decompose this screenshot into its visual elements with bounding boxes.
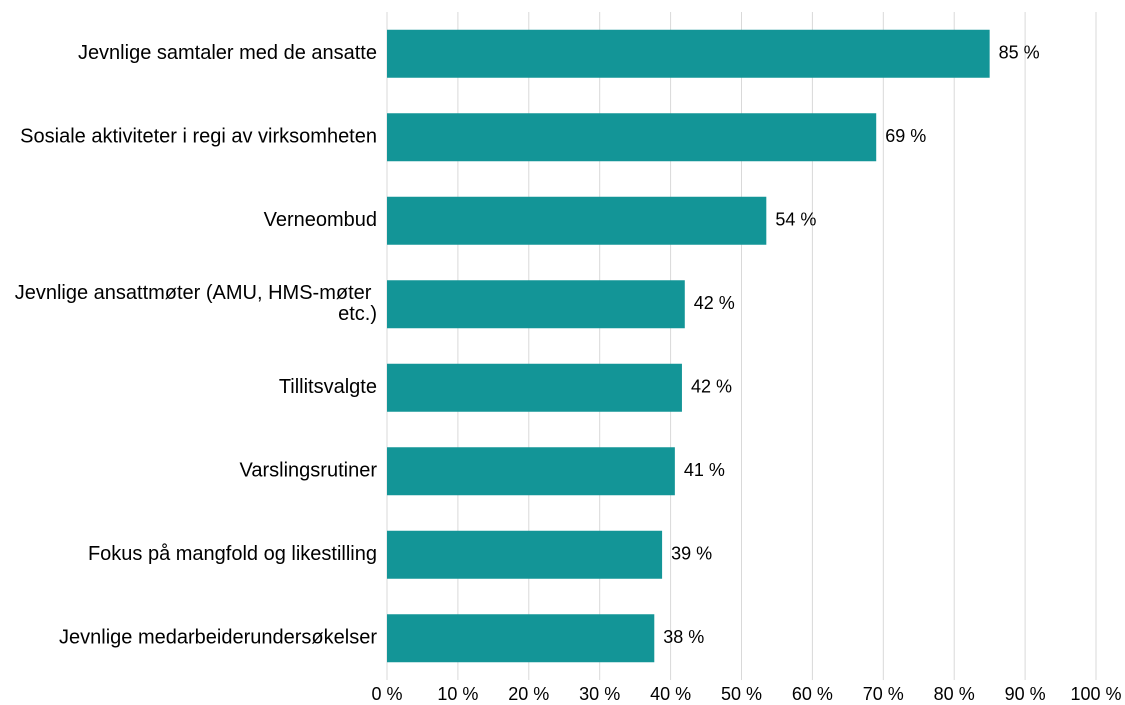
value-label: 85 % <box>999 43 1040 63</box>
bar <box>387 29 990 78</box>
value-label: 54 % <box>775 210 816 230</box>
category-label: Jevnlige samtaler med de ansatte <box>78 42 377 64</box>
x-tick-label: 100 % <box>1070 684 1121 704</box>
bar <box>387 113 877 162</box>
x-tick-label: 10 % <box>437 684 478 704</box>
x-tick-label: 0 % <box>371 684 402 704</box>
category-label: Jevnlige medarbeiderundersøkelser <box>59 627 377 649</box>
x-tick-label: 30 % <box>579 684 620 704</box>
bar <box>387 614 655 663</box>
category-label: Fokus på mangfold og likestilling <box>88 543 377 565</box>
x-tick-label: 70 % <box>863 684 904 704</box>
x-tick-label: 40 % <box>650 684 691 704</box>
bar <box>387 530 663 579</box>
x-tick-label: 20 % <box>508 684 549 704</box>
value-label: 42 % <box>694 293 735 313</box>
category-label: Varslingsrutiner <box>240 460 378 482</box>
bar <box>387 447 675 496</box>
value-label: 41 % <box>684 460 725 480</box>
value-label: 42 % <box>691 377 732 397</box>
bar <box>387 196 767 245</box>
value-label: 69 % <box>885 126 926 146</box>
category-label: Jevnlige ansattmøter (AMU, HMS-møter etc… <box>15 282 377 325</box>
value-label: 39 % <box>671 544 712 564</box>
category-label: Verneombud <box>264 209 377 231</box>
x-tick-label: 90 % <box>1005 684 1046 704</box>
bar <box>387 280 685 329</box>
value-label: 38 % <box>663 627 704 647</box>
x-tick-label: 50 % <box>721 684 762 704</box>
category-label: Tillitsvalgte <box>279 376 377 398</box>
x-tick-label: 80 % <box>934 684 975 704</box>
category-label: Sosiale aktiviteter i regi av virksomhet… <box>20 126 377 148</box>
x-tick-label: 60 % <box>792 684 833 704</box>
bar <box>387 363 682 412</box>
